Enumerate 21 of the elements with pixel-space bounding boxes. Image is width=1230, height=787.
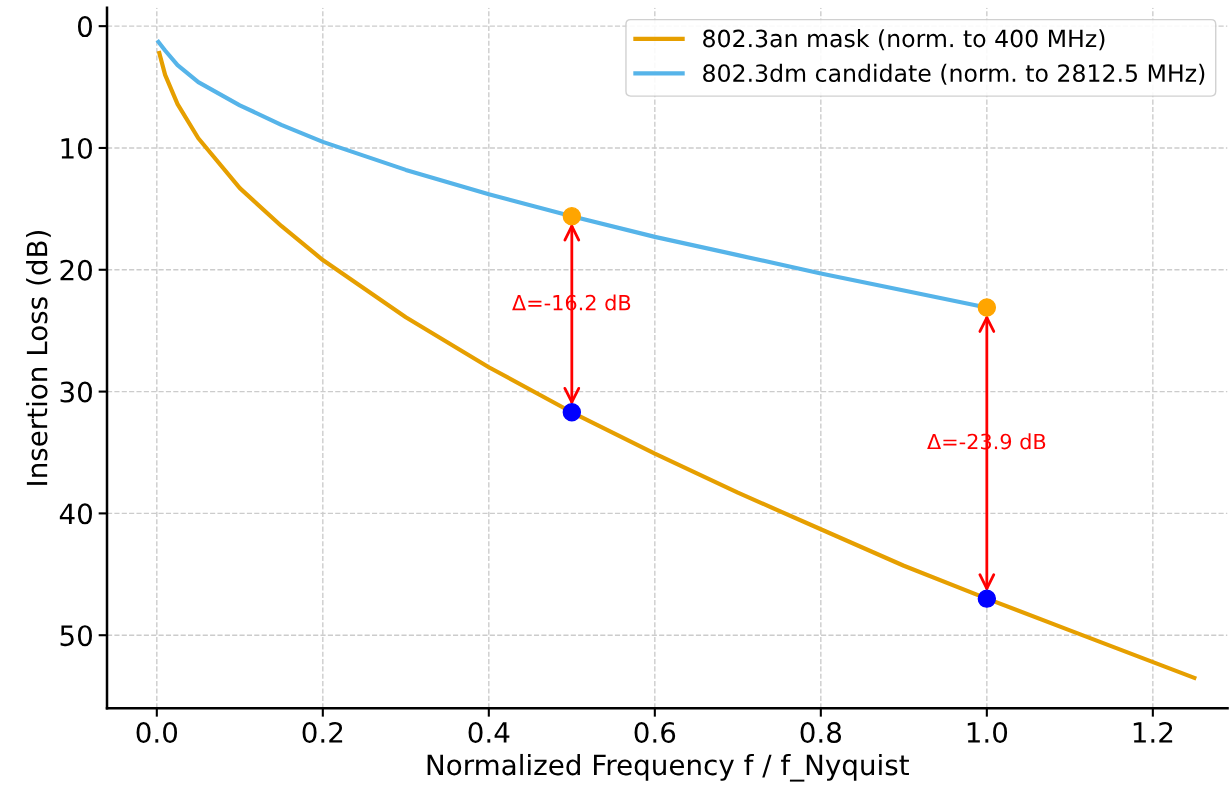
y-tick-label: 0 bbox=[77, 16, 92, 38]
y-tick-label: 20 bbox=[60, 259, 92, 281]
y-axis-title: Insertion Loss (dB) bbox=[26, 231, 51, 485]
y-tick-label: 50 bbox=[60, 625, 92, 647]
point bbox=[562, 403, 582, 422]
x-tick-label: 0.4 bbox=[468, 721, 510, 743]
x-tick-label: 0.6 bbox=[634, 721, 676, 743]
point bbox=[562, 206, 582, 226]
x-tick-label: 0.8 bbox=[800, 721, 842, 743]
point bbox=[977, 589, 997, 608]
legend-label: 802.3an mask (norm. to 400 MHz) bbox=[703, 29, 1105, 51]
y-tick-label: 30 bbox=[60, 381, 92, 403]
x-axis-title: Normalized Frequency f / f_Nyquist bbox=[427, 753, 909, 782]
x-tick-label: 1.0 bbox=[967, 721, 1008, 743]
x-tick-label: 1.2 bbox=[1133, 721, 1173, 743]
y-tick-label: 10 bbox=[61, 137, 92, 159]
y-tick-label: 40 bbox=[59, 503, 92, 525]
legend-label: 802.3dm candidate (norm. to 2812.5 MHz) bbox=[703, 63, 1205, 85]
x-tick-label: 0.0 bbox=[136, 721, 178, 743]
x-tick-label: 0.2 bbox=[302, 721, 343, 743]
point bbox=[977, 298, 997, 317]
